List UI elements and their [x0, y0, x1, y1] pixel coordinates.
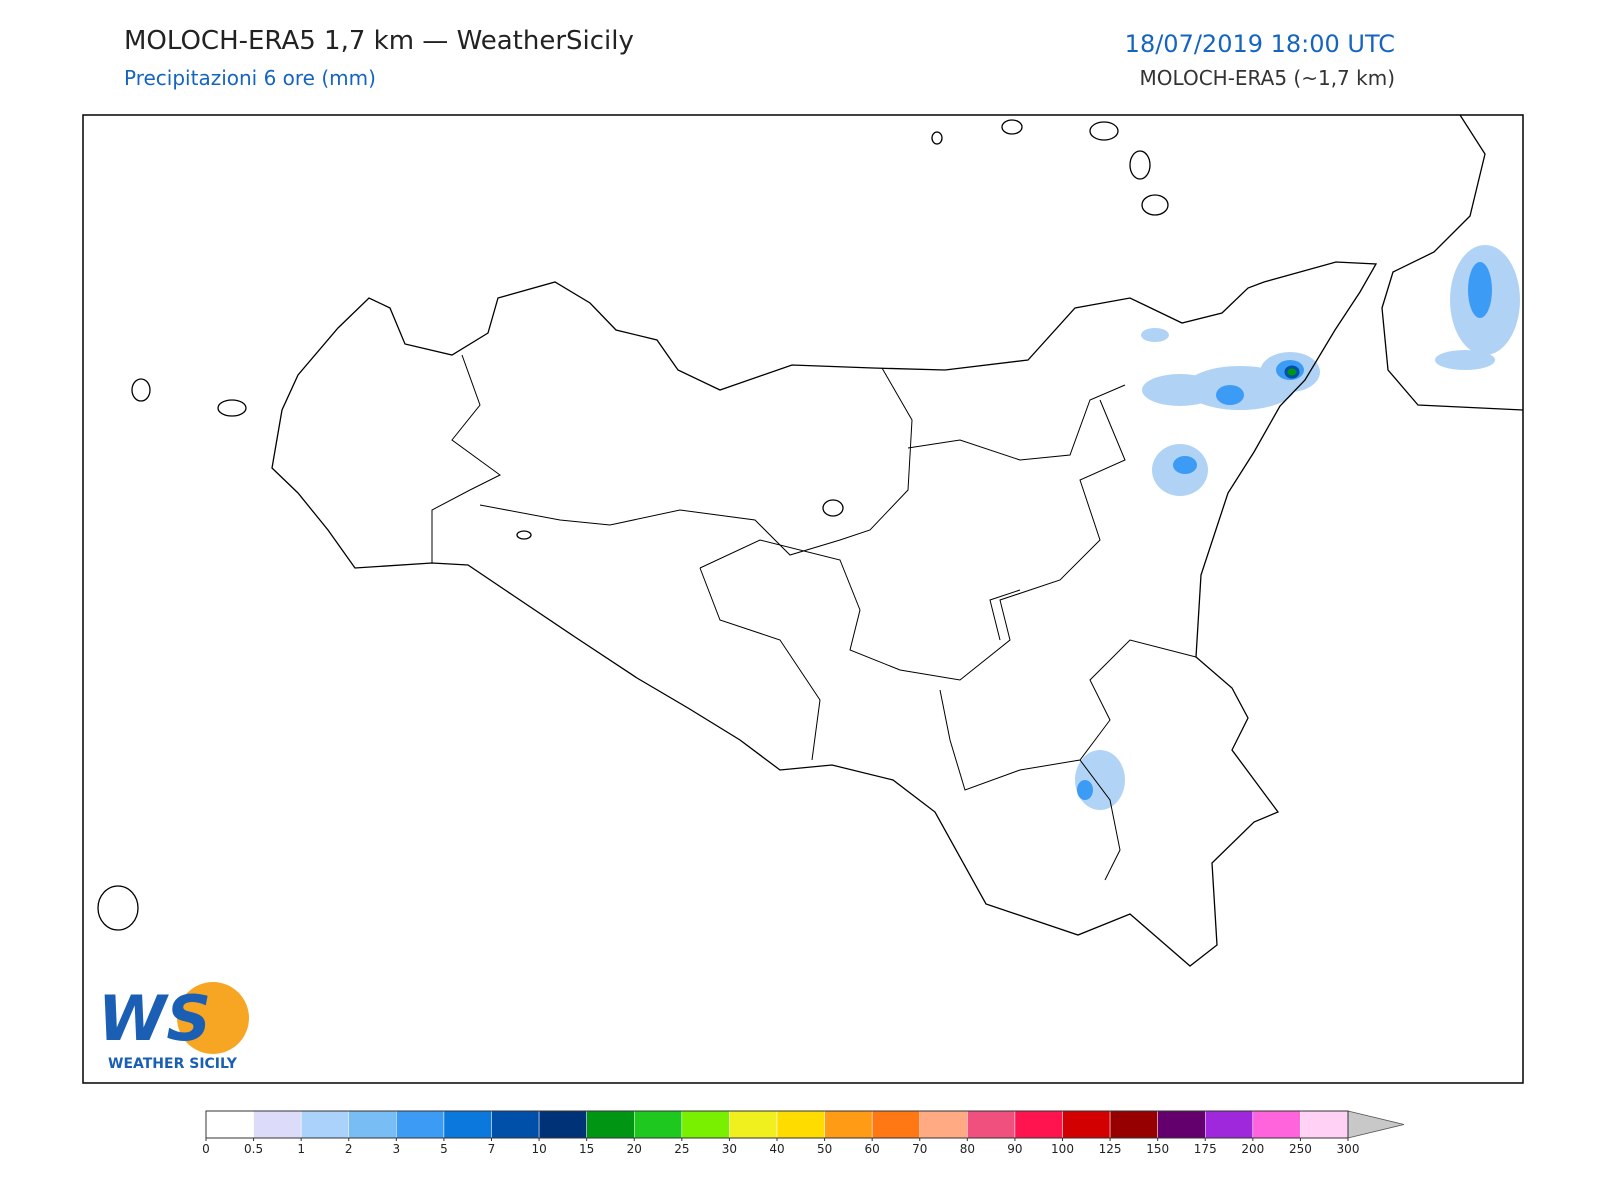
logo-name: WEATHER SICILY: [108, 1056, 238, 1072]
subtitle: Precipitazioni 6 ore (mm): [124, 66, 376, 90]
colorbar-segment: [396, 1110, 445, 1139]
colorbar-segment: [967, 1110, 1016, 1139]
datetime: 18/07/2019 18:00 UTC: [1124, 30, 1395, 58]
colorbar-label: 0: [202, 1142, 210, 1156]
title: MOLOCH-ERA5 1,7 km — WeatherSicily: [124, 26, 634, 56]
colorbar-label: 15: [579, 1142, 594, 1156]
precip-areas: [1075, 245, 1520, 810]
province-borders: [431, 354, 1197, 881]
colorbar-label: 10: [531, 1142, 546, 1156]
colorbar-segment: [1205, 1110, 1254, 1139]
colorbar-label: 250: [1289, 1142, 1312, 1156]
colorbar-segment: [253, 1110, 302, 1139]
colorbar-label: 30: [722, 1142, 737, 1156]
colorbar-segment: [348, 1110, 397, 1139]
precip-cores: [1077, 262, 1492, 800]
colorbar: 0 0.5 1 2 3 5 7 10 15 20 25 30 40 50 60 70 80 90 100 125 150…: [202, 1110, 1405, 1156]
colorbar-segment: [1014, 1110, 1063, 1139]
map-frame: [82, 114, 1524, 1084]
colorbar-label: 300: [1337, 1142, 1360, 1156]
colorbar-segment: [776, 1110, 825, 1139]
colorbar-label: 25: [674, 1142, 689, 1156]
logo-sun: [177, 982, 249, 1054]
model: MOLOCH-ERA5 (~1,7 km): [1139, 66, 1395, 90]
colorbar-segment: [729, 1110, 778, 1139]
logo: WS WEATHER SICILY: [98, 982, 249, 1072]
colorbar-segment: [634, 1110, 683, 1139]
precip-peak: [1284, 365, 1300, 379]
colorbar-label: 70: [912, 1142, 927, 1156]
colorbar-segment: [919, 1110, 968, 1139]
colorbar-segment: [205, 1110, 254, 1139]
colorbar-segment: [443, 1110, 492, 1139]
colorbar-label: 60: [865, 1142, 880, 1156]
colorbar-segment: [586, 1110, 635, 1139]
colorbar-label: 50: [817, 1142, 832, 1156]
colorbar-segment: [1252, 1110, 1301, 1139]
colorbar-segment: [538, 1110, 587, 1139]
colorbar-label: 175: [1194, 1142, 1217, 1156]
colorbar-segment: [1109, 1110, 1158, 1139]
colorbar-label: 80: [960, 1142, 975, 1156]
colorbar-label: 5: [440, 1142, 448, 1156]
colorbar-label: 1: [297, 1142, 305, 1156]
colorbar-label: 7: [488, 1142, 496, 1156]
colorbar-segment: [1157, 1110, 1206, 1139]
colorbar-segment: [491, 1110, 540, 1139]
colorbar-label: 3: [393, 1142, 401, 1156]
colorbar-extend: [1347, 1110, 1405, 1139]
logo-mark: WS: [98, 982, 211, 1055]
colorbar-segment: [300, 1110, 349, 1139]
colorbar-segment: [1300, 1110, 1349, 1139]
coastline: [97, 114, 1524, 967]
colorbar-segment: [871, 1110, 921, 1139]
colorbar-label: 20: [627, 1142, 642, 1156]
colorbar-label: 0.5: [244, 1142, 263, 1156]
colorbar-segment: [681, 1110, 730, 1139]
colorbar-label: 200: [1241, 1142, 1264, 1156]
colorbar-segment: [1062, 1110, 1111, 1139]
colorbar-segment: [824, 1110, 873, 1139]
colorbar-label: 125: [1099, 1142, 1122, 1156]
colorbar-label: 90: [1007, 1142, 1022, 1156]
colorbar-label: 2: [345, 1142, 353, 1156]
colorbar-label: 40: [769, 1142, 784, 1156]
colorbar-label: 100: [1051, 1142, 1074, 1156]
colorbar-label: 150: [1146, 1142, 1169, 1156]
